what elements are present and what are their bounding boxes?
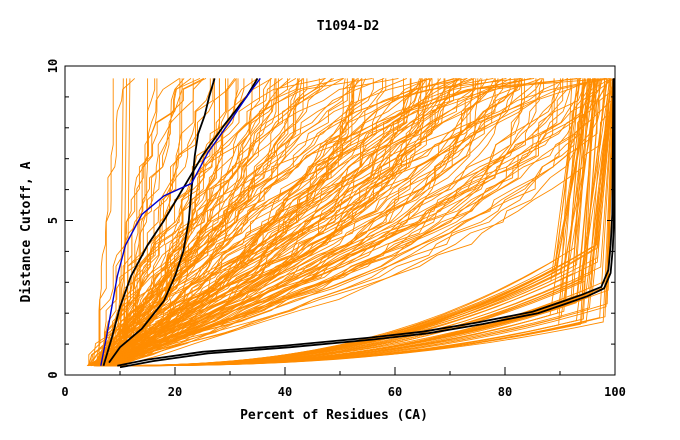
model-curve bbox=[119, 78, 124, 366]
model-curve bbox=[97, 78, 612, 367]
x-tick-label: 20 bbox=[168, 385, 182, 399]
model-curve bbox=[118, 77, 207, 366]
highlight-series-0 bbox=[108, 78, 216, 364]
model-curve bbox=[95, 77, 535, 367]
model-curve bbox=[102, 78, 615, 367]
model-curve bbox=[88, 77, 204, 366]
model-curve bbox=[104, 78, 615, 367]
model-curve bbox=[104, 78, 605, 367]
model-curve bbox=[119, 77, 326, 366]
highlight-series-3 bbox=[117, 78, 615, 367]
model-curve bbox=[91, 78, 555, 367]
model-curve bbox=[115, 78, 521, 367]
y-tick-label: 5 bbox=[46, 217, 60, 224]
y-axis-label: Distance Cutoff, A bbox=[19, 161, 34, 302]
model-curve bbox=[100, 78, 496, 367]
model-curve bbox=[108, 77, 344, 366]
model-curve bbox=[96, 78, 580, 367]
model-curve bbox=[99, 78, 477, 367]
model-curve bbox=[126, 78, 131, 366]
model-curve bbox=[93, 78, 283, 366]
model-curve bbox=[96, 78, 611, 367]
model-curve bbox=[97, 77, 607, 367]
model-curve bbox=[116, 78, 537, 367]
model-curve bbox=[102, 77, 531, 366]
x-axis-ticks: 0 20 40 60 80 100 bbox=[61, 367, 626, 399]
model-curve bbox=[105, 78, 334, 366]
highlight-series-4 bbox=[119, 78, 616, 369]
model-curve bbox=[97, 78, 345, 366]
model-curve bbox=[107, 78, 499, 367]
model-curve bbox=[88, 78, 568, 367]
model-curve bbox=[97, 78, 544, 367]
model-curve bbox=[97, 78, 333, 366]
model-curve bbox=[97, 77, 433, 367]
model-curve bbox=[90, 78, 590, 367]
model-curve bbox=[93, 77, 407, 366]
model-curves bbox=[86, 77, 615, 367]
model-curve bbox=[119, 77, 522, 366]
x-tick-label: 100 bbox=[604, 385, 626, 399]
model-curve bbox=[112, 77, 578, 367]
model-curve bbox=[93, 78, 581, 367]
x-tick-label: 60 bbox=[388, 385, 402, 399]
highlight-series-1 bbox=[102, 77, 259, 366]
model-curve bbox=[90, 78, 458, 367]
model-curve bbox=[116, 77, 596, 367]
highlight-series-2 bbox=[100, 77, 261, 366]
chart-title: T1094-D2 bbox=[317, 19, 380, 34]
model-curve bbox=[122, 78, 128, 366]
x-tick-label: 0 bbox=[61, 385, 68, 399]
y-tick-label: 10 bbox=[46, 59, 60, 73]
model-curve bbox=[87, 77, 507, 367]
model-curve bbox=[116, 77, 606, 367]
highlight-curves bbox=[100, 77, 616, 369]
y-axis-ticks: 0 5 10 bbox=[46, 59, 615, 379]
model-curve bbox=[111, 77, 542, 366]
model-curve bbox=[96, 78, 205, 366]
model-curve bbox=[98, 77, 610, 366]
model-curve bbox=[111, 78, 517, 367]
model-curve bbox=[99, 77, 521, 366]
model-curve bbox=[95, 78, 523, 367]
model-curve bbox=[98, 77, 373, 366]
x-tick-label: 40 bbox=[278, 385, 292, 399]
model-curve bbox=[101, 77, 468, 366]
model-curve bbox=[96, 78, 541, 367]
model-curve bbox=[102, 78, 496, 367]
model-curve bbox=[113, 77, 494, 366]
model-curve bbox=[108, 78, 597, 367]
model-curve bbox=[88, 78, 326, 367]
model-curve bbox=[105, 78, 374, 367]
y-tick-label: 0 bbox=[46, 371, 60, 378]
model-curve bbox=[93, 78, 260, 366]
x-tick-label: 80 bbox=[498, 385, 512, 399]
x-axis-label: Percent of Residues (CA) bbox=[240, 408, 428, 423]
